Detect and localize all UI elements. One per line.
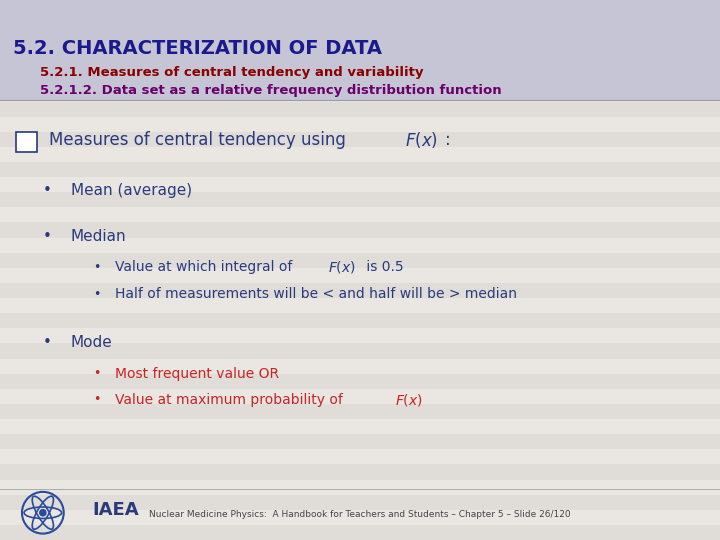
Text: •: •	[43, 335, 52, 350]
Bar	[0, 464, 720, 480]
Text: Mean (average): Mean (average)	[71, 183, 192, 198]
Text: Half of measurements will be < and half will be > median: Half of measurements will be < and half …	[115, 287, 517, 301]
Bar	[0, 147, 720, 162]
Bar	[0, 419, 720, 434]
Bar	[0, 0, 720, 11]
Bar	[0, 449, 720, 464]
Bar	[0, 192, 720, 207]
Text: $F(x)$: $F(x)$	[405, 130, 438, 151]
Circle shape	[40, 510, 46, 516]
Bar	[0, 207, 720, 222]
Bar	[0, 434, 720, 449]
Bar	[0, 71, 720, 86]
Bar	[0, 222, 720, 238]
Bar	[0, 298, 720, 313]
Bar	[0, 41, 720, 56]
Bar	[0, 283, 720, 298]
Bar	[0, 495, 720, 510]
Text: 5.2. CHARACTERIZATION OF DATA: 5.2. CHARACTERIZATION OF DATA	[13, 39, 382, 58]
Text: :: :	[445, 131, 451, 150]
Text: Median: Median	[71, 229, 126, 244]
Text: Value at which integral of: Value at which integral of	[115, 260, 297, 274]
Bar	[0, 56, 720, 71]
Bar	[0, 268, 720, 283]
Bar	[0, 102, 720, 117]
Bar	[0, 162, 720, 177]
Bar	[0, 328, 720, 343]
Text: •: •	[43, 183, 52, 198]
Bar	[0, 177, 720, 192]
Text: Measures of central tendency using: Measures of central tendency using	[49, 131, 351, 150]
Bar	[0, 374, 720, 389]
Text: •: •	[94, 288, 101, 301]
Text: Mode: Mode	[71, 335, 112, 350]
Bar	[0, 253, 720, 268]
Bar	[0, 11, 720, 26]
Bar	[0, 313, 720, 328]
Text: IAEA: IAEA	[92, 501, 139, 519]
Bar	[0, 86, 720, 102]
Text: Nuclear Medicine Physics:  A Handbook for Teachers and Students – Chapter 5 – Sl: Nuclear Medicine Physics: A Handbook for…	[149, 510, 571, 518]
Bar	[0, 389, 720, 404]
Bar	[0, 26, 720, 41]
Bar	[0, 525, 720, 540]
Text: 5.2.1.2. Data set as a relative frequency distribution function: 5.2.1.2. Data set as a relative frequenc…	[40, 84, 501, 97]
Text: •: •	[43, 229, 52, 244]
Bar	[0, 117, 720, 132]
Text: is 0.5: is 0.5	[362, 260, 404, 274]
Text: •: •	[94, 367, 101, 380]
Bar	[0, 359, 720, 374]
FancyBboxPatch shape	[0, 0, 720, 100]
Text: $F(x)$: $F(x)$	[395, 392, 423, 408]
Bar	[0, 343, 720, 359]
Text: Most frequent value OR: Most frequent value OR	[115, 367, 279, 381]
Bar	[0, 480, 720, 495]
Text: •: •	[94, 393, 101, 406]
Text: •: •	[94, 261, 101, 274]
Bar	[0, 238, 720, 253]
Text: 5.2.1. Measures of central tendency and variability: 5.2.1. Measures of central tendency and …	[40, 66, 423, 79]
Bar	[0, 510, 720, 525]
FancyBboxPatch shape	[16, 132, 37, 152]
Bar	[0, 132, 720, 147]
Text: Value at maximum probability of: Value at maximum probability of	[115, 393, 348, 407]
Bar	[0, 404, 720, 419]
Text: $F(x)$: $F(x)$	[328, 259, 356, 275]
